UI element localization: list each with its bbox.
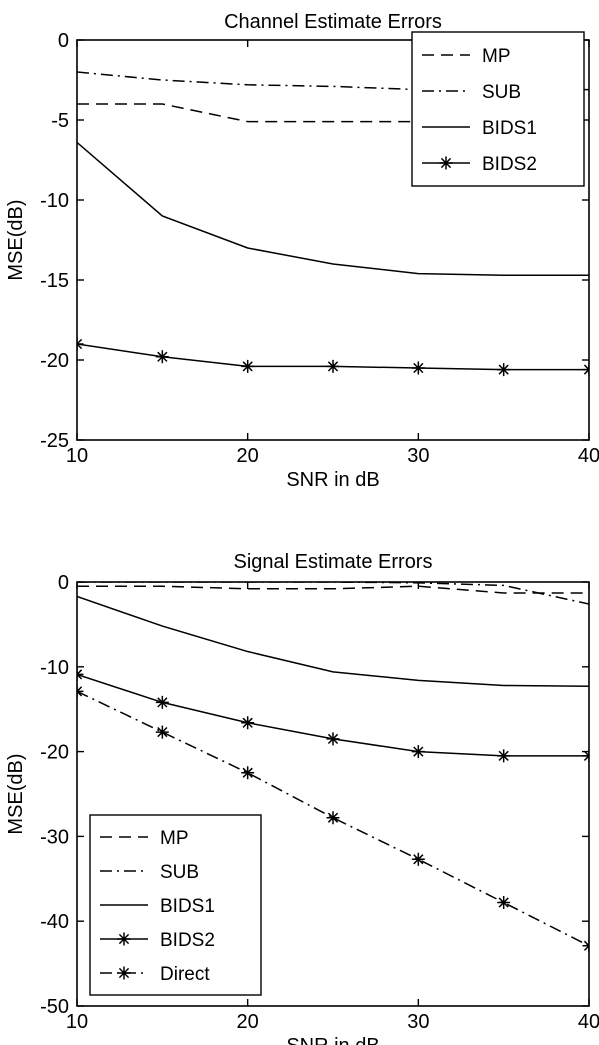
legend-marker-bids2 [117, 932, 131, 946]
y-tick-label: -20 [40, 350, 69, 372]
chart-channel-estimate-errors: Channel Estimate Errors 10 20 30 40 0 -5 -10 -15… [5, 11, 599, 491]
data-point-bids2 [582, 749, 589, 763]
y-tick-label: -30 [40, 826, 69, 848]
legend-label-bids2: BIDS2 [160, 930, 215, 951]
x-tick-label: 40 [578, 1011, 599, 1033]
y-tick-label: -25 [40, 430, 69, 452]
data-point-direct [241, 766, 255, 780]
legend-label-bids2: BIDS2 [482, 154, 537, 175]
y-tick-label: 0 [58, 572, 69, 594]
y-tick-label: 0 [58, 30, 69, 52]
legend-label-sub: SUB [482, 82, 521, 103]
data-point-direct [326, 811, 340, 825]
x-tick-label: 30 [407, 445, 429, 467]
data-point-bids2 [155, 695, 169, 709]
legend: MP SUB BIDS1 BIDS2 [411, 31, 585, 187]
data-point-bids2 [326, 732, 340, 746]
data-point-direct [77, 684, 84, 698]
series-bids2 [77, 337, 589, 377]
data-point-bids2 [241, 716, 255, 730]
data-point-bids2 [411, 361, 425, 375]
x-axis-label: SNR in dB [286, 1035, 379, 1045]
data-point-direct [411, 852, 425, 866]
x-axis-label: SNR in dB [286, 469, 379, 491]
data-point-bids2 [77, 337, 84, 351]
y-axis-label: MSE(dB) [5, 753, 27, 834]
series-mp [77, 585, 589, 594]
data-point-bids2 [155, 350, 169, 364]
legend-label-bids1: BIDS1 [160, 896, 215, 917]
series-line-mp [77, 585, 589, 594]
data-point-bids2 [582, 363, 589, 377]
x-tick-label: 20 [237, 1011, 259, 1033]
legend-label-direct: Direct [160, 964, 210, 985]
legend-marker-direct [117, 966, 131, 980]
plot-frame [76, 39, 590, 441]
legend-label-sub: SUB [160, 862, 199, 883]
y-tick-label: -5 [51, 110, 69, 132]
legend-marker-bids2 [439, 156, 453, 170]
series-line-sub [77, 582, 589, 605]
data-point-bids2 [411, 745, 425, 759]
data-point-bids2 [77, 667, 84, 681]
plot-frame [76, 581, 590, 1007]
legend-label-mp: MP [482, 46, 511, 67]
data-point-bids2 [497, 749, 511, 763]
series-line-bids1 [77, 595, 589, 688]
y-tick-label: -50 [40, 996, 69, 1018]
x-tick-label: 40 [578, 445, 599, 467]
x-tick-label: 20 [237, 445, 259, 467]
series-direct [77, 684, 589, 953]
data-point-direct [155, 725, 169, 739]
data-point-bids2 [326, 359, 340, 373]
y-tick-label: -10 [40, 190, 69, 212]
series-bids1 [77, 595, 589, 688]
legend-label-bids1: BIDS1 [482, 118, 537, 139]
series-bids2 [77, 667, 589, 763]
x-tick-label: 10 [66, 445, 88, 467]
data-point-bids2 [497, 363, 511, 377]
y-axis-label: MSE(dB) [5, 199, 27, 280]
data-point-bids2 [241, 359, 255, 373]
chart-title: Signal Estimate Errors [234, 551, 433, 573]
data-point-direct [582, 939, 589, 953]
data-point-direct [497, 896, 511, 910]
series-line-bids1 [77, 141, 589, 276]
legend: MP SUB BIDS1 BIDS2 Direct [89, 814, 262, 996]
y-tick-label: -10 [40, 657, 69, 679]
legend-box [411, 31, 585, 187]
chart-signal-estimate-errors: Signal Estimate Errors 10 20 30 40 0 -10 -20 -30… [5, 551, 599, 1045]
y-tick-label: -15 [40, 270, 69, 292]
legend-label-mp: MP [160, 828, 189, 849]
x-tick-label: 30 [407, 1011, 429, 1033]
series-bids1 [77, 141, 589, 276]
series-sub [77, 582, 589, 605]
x-tick-label: 10 [66, 1011, 88, 1033]
chart-title: Channel Estimate Errors [224, 11, 442, 33]
y-tick-label: -40 [40, 911, 69, 933]
y-tick-label: -20 [40, 742, 69, 764]
